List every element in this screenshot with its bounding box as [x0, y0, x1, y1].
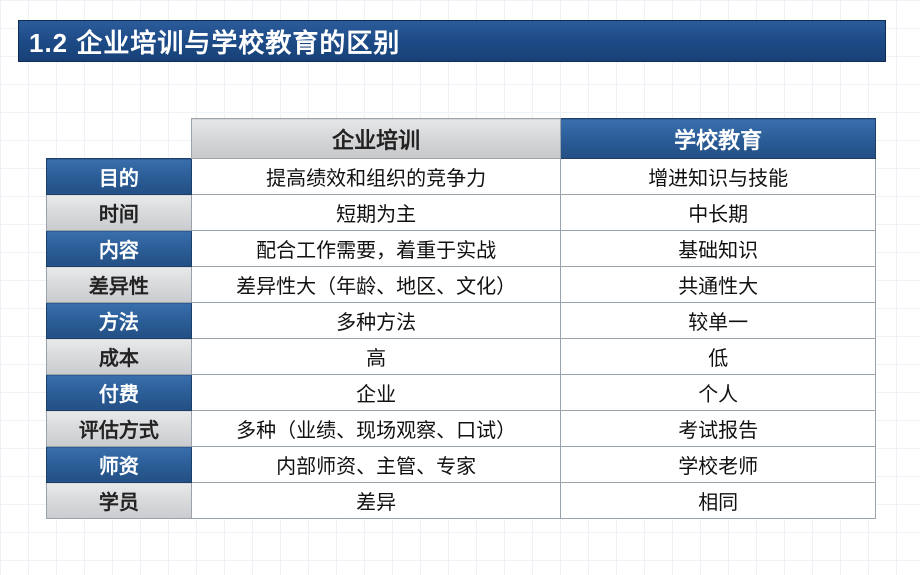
row-header: 差异性	[47, 267, 192, 303]
row-header: 付费	[47, 375, 192, 411]
comparison-table-container: 企业培训 学校教育 目的 提高绩效和组织的竞争力 增进知识与技能 时间 短期为主…	[46, 118, 876, 519]
table-row: 付费 企业 个人	[47, 375, 876, 411]
row-header: 成本	[47, 339, 192, 375]
table-cell: 共通性大	[561, 267, 876, 303]
row-header: 方法	[47, 303, 192, 339]
table-cell: 企业	[191, 375, 561, 411]
col-header-corporate: 企业培训	[191, 119, 561, 159]
comparison-table: 企业培训 学校教育 目的 提高绩效和组织的竞争力 增进知识与技能 时间 短期为主…	[46, 118, 876, 519]
section-title: 1.2 企业培训与学校教育的区别	[29, 23, 400, 60]
table-cell: 提高绩效和组织的竞争力	[191, 159, 561, 195]
table-cell: 配合工作需要，着重于实战	[191, 231, 561, 267]
col-header-school: 学校教育	[561, 119, 876, 159]
table-row: 目的 提高绩效和组织的竞争力 增进知识与技能	[47, 159, 876, 195]
table-cell: 相同	[561, 483, 876, 519]
corner-cell	[47, 119, 192, 159]
table-cell: 低	[561, 339, 876, 375]
table-cell: 较单一	[561, 303, 876, 339]
table-cell: 考试报告	[561, 411, 876, 447]
table-cell: 短期为主	[191, 195, 561, 231]
table-row: 差异性 差异性大（年龄、地区、文化） 共通性大	[47, 267, 876, 303]
table-cell: 中长期	[561, 195, 876, 231]
table-cell: 学校老师	[561, 447, 876, 483]
table-cell: 高	[191, 339, 561, 375]
header-row: 企业培训 学校教育	[47, 119, 876, 159]
table-cell: 个人	[561, 375, 876, 411]
table-cell: 基础知识	[561, 231, 876, 267]
table-cell: 多种方法	[191, 303, 561, 339]
row-header: 学员	[47, 483, 192, 519]
table-cell: 内部师资、主管、专家	[191, 447, 561, 483]
table-cell: 差异	[191, 483, 561, 519]
section-title-bar: 1.2 企业培训与学校教育的区别	[18, 20, 886, 62]
table-row: 评估方式 多种（业绩、现场观察、口试） 考试报告	[47, 411, 876, 447]
table-cell: 增进知识与技能	[561, 159, 876, 195]
row-header: 评估方式	[47, 411, 192, 447]
table-row: 成本 高 低	[47, 339, 876, 375]
table-cell: 多种（业绩、现场观察、口试）	[191, 411, 561, 447]
table-row: 学员 差异 相同	[47, 483, 876, 519]
row-header: 内容	[47, 231, 192, 267]
table-row: 师资 内部师资、主管、专家 学校老师	[47, 447, 876, 483]
table-row: 内容 配合工作需要，着重于实战 基础知识	[47, 231, 876, 267]
table-cell: 差异性大（年龄、地区、文化）	[191, 267, 561, 303]
row-header: 目的	[47, 159, 192, 195]
table-row: 时间 短期为主 中长期	[47, 195, 876, 231]
row-header: 时间	[47, 195, 192, 231]
table-row: 方法 多种方法 较单一	[47, 303, 876, 339]
row-header: 师资	[47, 447, 192, 483]
